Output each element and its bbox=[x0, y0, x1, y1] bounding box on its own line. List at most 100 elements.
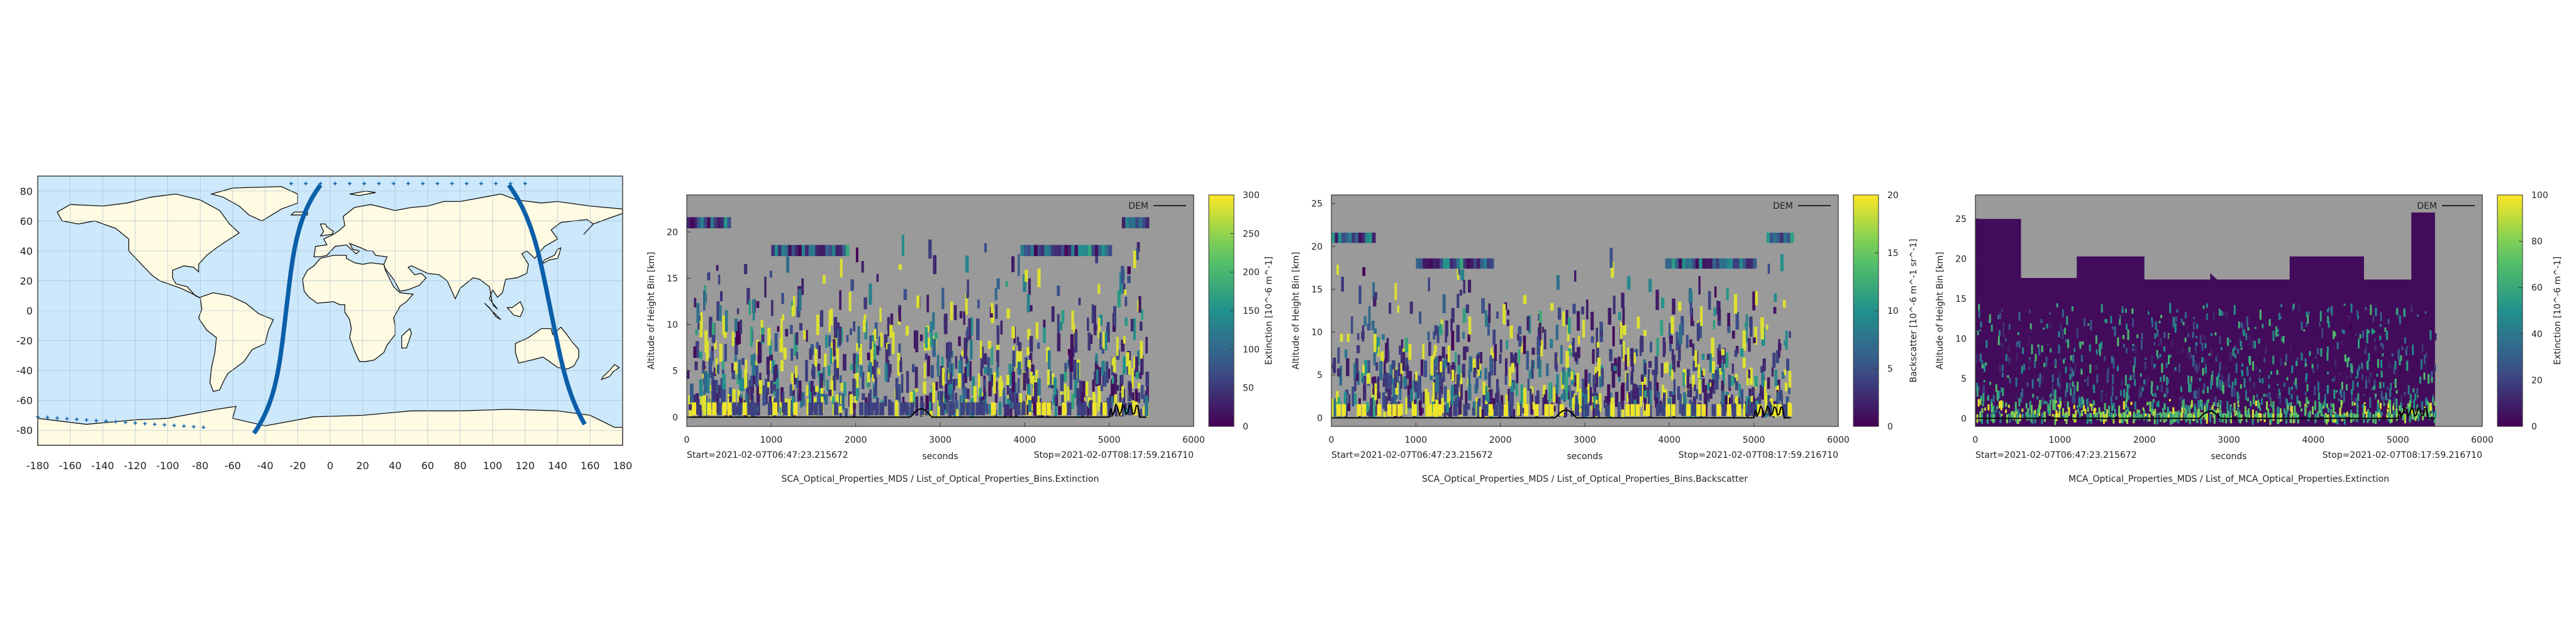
data-cell bbox=[791, 306, 795, 317]
data-cell bbox=[1635, 348, 1638, 357]
data-cell bbox=[1096, 369, 1099, 385]
data-cell bbox=[2348, 413, 2351, 417]
data-cell bbox=[2366, 329, 2368, 338]
data-cell bbox=[2132, 343, 2135, 347]
data-cell bbox=[1748, 338, 1751, 352]
data-cell bbox=[970, 317, 974, 336]
data-cell bbox=[1063, 371, 1067, 382]
data-cell bbox=[1998, 390, 2001, 399]
data-cell bbox=[2340, 340, 2343, 345]
data-cell bbox=[2275, 326, 2277, 337]
data-cell bbox=[840, 382, 843, 391]
data-cell bbox=[2379, 335, 2382, 341]
data-cell bbox=[752, 299, 755, 321]
data-cell bbox=[1544, 329, 1546, 350]
data-cell bbox=[2196, 336, 2198, 338]
data-cell bbox=[2357, 382, 2359, 387]
data-cell bbox=[1707, 383, 1710, 391]
data-cell bbox=[2070, 355, 2072, 361]
data-cell bbox=[1575, 395, 1578, 411]
data-cell bbox=[2062, 328, 2064, 340]
data-cell bbox=[1507, 319, 1509, 326]
data-cell bbox=[1612, 326, 1615, 347]
data-cell bbox=[747, 387, 750, 405]
data-cell bbox=[2387, 390, 2389, 397]
data-cell bbox=[1523, 295, 1527, 304]
data-cell bbox=[2374, 394, 2377, 400]
y-tick-label: 15 bbox=[667, 274, 678, 284]
data-cell bbox=[1098, 245, 1102, 257]
data-cell bbox=[1613, 296, 1616, 314]
data-cell bbox=[1466, 347, 1469, 352]
data-cell bbox=[1752, 404, 1757, 416]
data-cell bbox=[2226, 401, 2229, 411]
data-cell bbox=[1599, 374, 1602, 388]
data-cell bbox=[2198, 408, 2201, 418]
data-cell bbox=[2397, 350, 2400, 360]
data-cell bbox=[1057, 333, 1061, 352]
data-cell bbox=[1990, 399, 1993, 407]
data-cell bbox=[952, 379, 955, 391]
data-cell bbox=[2346, 384, 2348, 391]
data-cell bbox=[2241, 364, 2244, 367]
data-cell bbox=[756, 394, 760, 416]
data-cell bbox=[1574, 352, 1578, 362]
data-cell bbox=[2067, 339, 2070, 348]
data-cell bbox=[2167, 379, 2169, 384]
data-cell bbox=[2222, 384, 2224, 394]
data-cell bbox=[2389, 401, 2391, 409]
data-cell bbox=[1699, 258, 1703, 269]
data-cell bbox=[1511, 382, 1514, 392]
data-cell bbox=[2330, 308, 2333, 313]
data-cell bbox=[1473, 367, 1476, 377]
data-cell bbox=[1377, 376, 1380, 394]
x-tick-label: 6000 bbox=[1827, 435, 1850, 445]
data-cell bbox=[814, 348, 818, 367]
data-cell bbox=[1779, 390, 1783, 401]
data-cell bbox=[2072, 414, 2075, 420]
data-cell bbox=[927, 355, 930, 377]
data-cell bbox=[948, 353, 952, 374]
data-cell bbox=[1480, 258, 1484, 269]
data-cell bbox=[1069, 350, 1073, 372]
data-cell bbox=[2434, 401, 2436, 406]
data-cell bbox=[2291, 406, 2293, 416]
data-cell bbox=[1012, 360, 1014, 380]
data-cell bbox=[1363, 316, 1367, 326]
data-cell bbox=[1700, 306, 1703, 326]
data-cell bbox=[1434, 387, 1438, 402]
data-cell bbox=[2355, 333, 2357, 336]
data-cell bbox=[2277, 329, 2279, 333]
data-cell bbox=[2344, 413, 2346, 416]
data-cell bbox=[1018, 378, 1020, 393]
data-cell bbox=[1746, 258, 1750, 269]
data-cell bbox=[697, 217, 701, 228]
data-cell bbox=[1738, 383, 1741, 397]
data-cell bbox=[2434, 364, 2436, 372]
data-cell bbox=[936, 355, 940, 377]
data-cell bbox=[1145, 217, 1150, 228]
map-x-tick: 120 bbox=[516, 460, 535, 472]
data-cell bbox=[2134, 357, 2136, 368]
data-cell bbox=[2190, 382, 2193, 385]
data-cell bbox=[1050, 245, 1055, 257]
data-cell bbox=[2021, 365, 2023, 374]
data-cell bbox=[1468, 384, 1472, 401]
colorbar-tick-label: 60 bbox=[2531, 283, 2543, 293]
data-cell bbox=[1653, 370, 1657, 391]
data-cell bbox=[1499, 339, 1502, 353]
data-cell bbox=[1522, 408, 1526, 414]
data-cell bbox=[841, 393, 845, 410]
data-cell bbox=[2341, 382, 2343, 391]
data-cell bbox=[1020, 245, 1024, 257]
data-cell bbox=[2390, 365, 2393, 368]
data-cell bbox=[2064, 357, 2067, 360]
data-cell bbox=[1456, 325, 1460, 343]
data-cell bbox=[2365, 411, 2368, 418]
data-cell bbox=[1649, 407, 1652, 415]
data-cell bbox=[1468, 279, 1472, 293]
data-cell bbox=[2216, 376, 2218, 386]
data-cell bbox=[2184, 414, 2187, 422]
data-cell bbox=[2235, 378, 2236, 386]
data-cell bbox=[889, 402, 894, 416]
